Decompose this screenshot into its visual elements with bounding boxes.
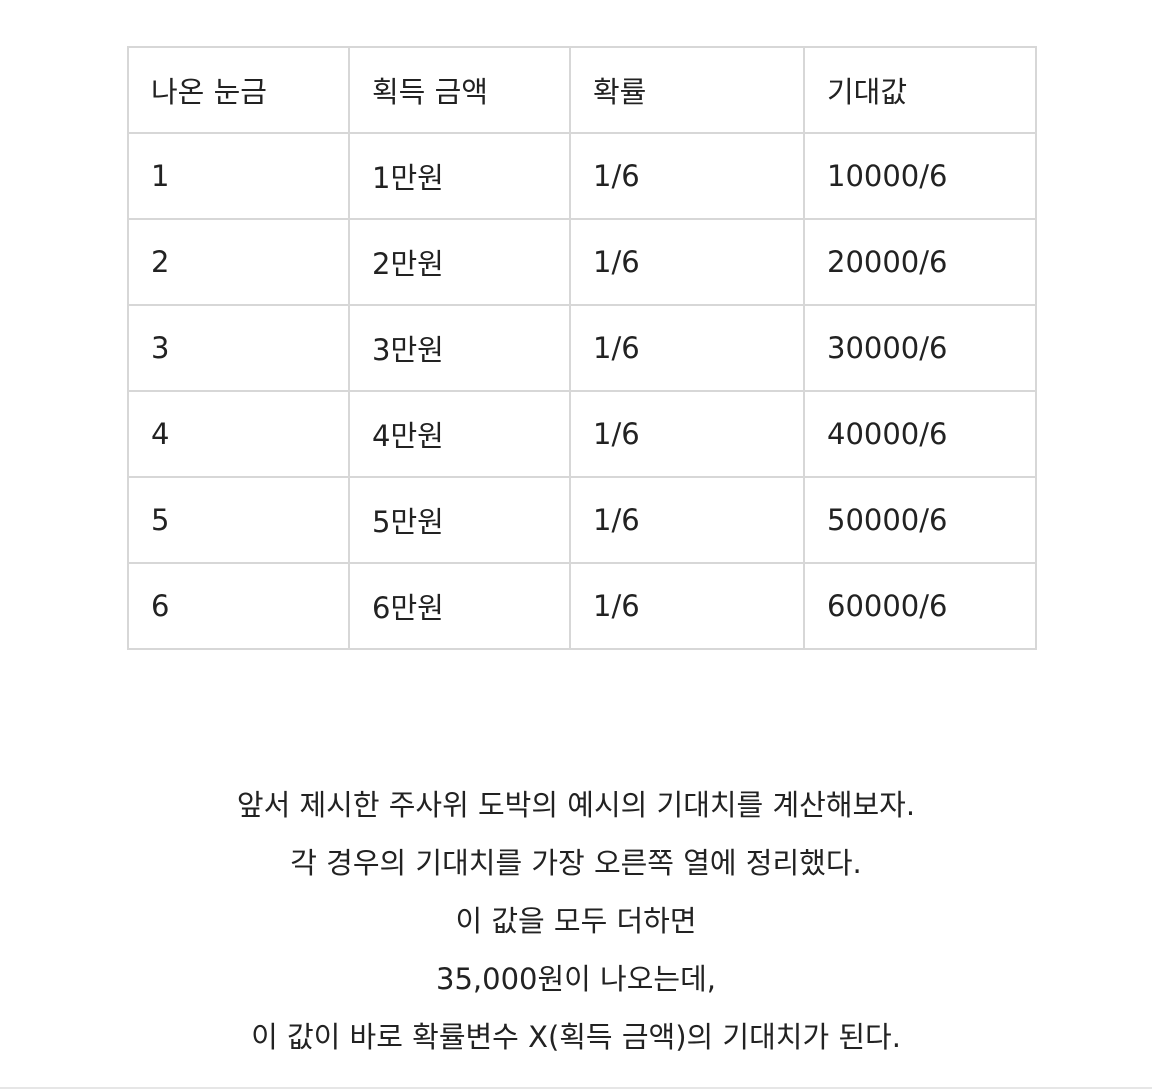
cell-probability: 1/6 [569, 218, 805, 306]
explanation-paragraph: 앞서 제시한 주사위 도박의 예시의 기대치를 계산해보자. 각 경우의 기대치… [0, 776, 1152, 1066]
header-winnings: 획득 금액 [348, 46, 571, 134]
cell-expected-value: 30000/6 [803, 304, 1037, 392]
paragraph-line: 이 값이 바로 확률변수 X(획득 금액)의 기대치가 된다. [251, 1020, 901, 1054]
header-probability: 확률 [569, 46, 805, 134]
cell-expected-value: 40000/6 [803, 390, 1037, 478]
cell-winnings: 2만원 [348, 218, 571, 306]
cell-winnings: 4만원 [348, 390, 571, 478]
cell-dice-face: 5 [127, 476, 350, 564]
cell-probability: 1/6 [569, 390, 805, 478]
table-row: 6 6만원 1/6 60000/6 [127, 562, 1037, 650]
header-expected-value: 기대값 [803, 46, 1037, 134]
table-row: 4 4만원 1/6 40000/6 [127, 390, 1037, 478]
cell-winnings: 3만원 [348, 304, 571, 392]
table-row: 5 5만원 1/6 50000/6 [127, 476, 1037, 564]
expected-value-table: 나온 눈금 획득 금액 확률 기대값 1 1만원 1/6 10000/6 2 2… [127, 46, 1037, 650]
table-row: 2 2만원 1/6 20000/6 [127, 218, 1037, 306]
cell-expected-value: 10000/6 [803, 132, 1037, 220]
table-header-row: 나온 눈금 획득 금액 확률 기대값 [127, 46, 1037, 134]
cell-probability: 1/6 [569, 304, 805, 392]
cell-expected-value: 50000/6 [803, 476, 1037, 564]
cell-winnings: 1만원 [348, 132, 571, 220]
cell-winnings: 6만원 [348, 562, 571, 650]
bottom-divider [0, 1087, 1152, 1089]
cell-expected-value: 60000/6 [803, 562, 1037, 650]
table-row: 3 3만원 1/6 30000/6 [127, 304, 1037, 392]
cell-dice-face: 2 [127, 218, 350, 306]
cell-dice-face: 1 [127, 132, 350, 220]
cell-probability: 1/6 [569, 562, 805, 650]
cell-probability: 1/6 [569, 476, 805, 564]
cell-probability: 1/6 [569, 132, 805, 220]
paragraph-line: 이 값을 모두 더하면 [455, 904, 697, 938]
paragraph-line: 앞서 제시한 주사위 도박의 예시의 기대치를 계산해보자. [236, 788, 916, 822]
paragraph-line: 각 경우의 기대치를 가장 오른쪽 열에 정리했다. [290, 846, 862, 880]
header-dice-face: 나온 눈금 [127, 46, 350, 134]
cell-expected-value: 20000/6 [803, 218, 1037, 306]
cell-dice-face: 4 [127, 390, 350, 478]
paragraph-line: 35,000원이 나오는데, [436, 962, 716, 996]
table-row: 1 1만원 1/6 10000/6 [127, 132, 1037, 220]
cell-dice-face: 6 [127, 562, 350, 650]
cell-winnings: 5만원 [348, 476, 571, 564]
cell-dice-face: 3 [127, 304, 350, 392]
